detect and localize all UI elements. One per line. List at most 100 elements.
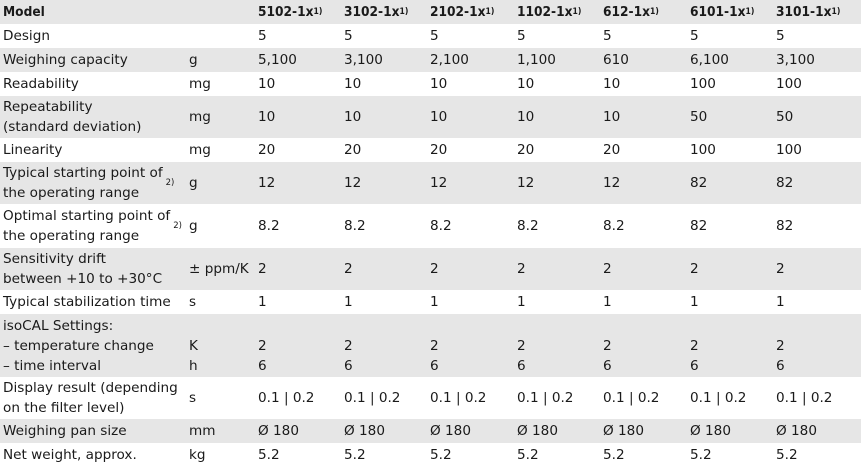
value-cell: 82 [776,218,794,234]
model-name: 5102-1x [258,4,314,20]
value-cell: 2 6 [603,337,612,374]
model-name: 3102-1x [344,4,400,20]
value-cell: 82 [776,175,794,191]
unit-cell: g [189,52,198,68]
value-cell: 5.2 [776,447,798,463]
row-label-text: Weighing capacity [3,52,128,68]
value-cell: 10 [344,76,362,92]
value-cell: 5.2 [690,447,712,463]
row-label-text: Weighing pan size [3,423,127,439]
table-row: Linearity mg 20 20 20 20 20 100 100 [0,138,861,162]
value-cell: 5 [603,28,612,44]
value-cell: 2 [344,261,353,277]
header-model: 3102-1x 1) [344,4,409,20]
value-cell: 20 [258,142,276,158]
value-cell: 2 6 [776,337,785,374]
value-cell: 12 [258,175,276,191]
value-cell: 12 [517,175,535,191]
row-label: Linearity [3,138,188,162]
header-label: Model [3,4,45,20]
unit-cell: ± ppm/K [189,261,249,277]
value-cell: 5 [517,28,526,44]
value-cell: 2 6 [690,337,699,374]
value-cell: 20 [344,142,362,158]
row-label-text: Sensitivity drift between +10 to +30°C [3,251,163,287]
header-model: 5102-1x 1) [258,4,323,20]
model-name: 1102-1x [517,4,573,20]
unit-cell: K h [189,337,198,374]
header-model: 3101-1x 1) [776,4,841,20]
value-cell: 8.2 [258,218,280,234]
value-cell: 10 [430,109,448,125]
value-cell: 100 [776,142,802,158]
value-cell: 10 [603,76,621,92]
unit-cell: g [189,175,198,191]
table-row: Weighing capacity g 5,100 3,100 2,100 1,100 61… [0,48,861,72]
value-cell: Ø 180 [776,423,817,439]
row-label-text: Linearity [3,142,63,158]
value-cell: 12 [430,175,448,191]
row-label-text: Display result (depending on the filter … [3,380,178,416]
header-model: 2102-1x 1) [430,4,495,20]
value-cell: 8.2 [603,218,625,234]
value-cell: 12 [344,175,362,191]
row-label: Weighing pan size [3,419,188,443]
unit-cell: mg [189,76,211,92]
value-cell: 10 [603,109,621,125]
value-cell: 1 [258,294,267,310]
table-row: Repeatability (standard deviation) mg 10 10… [0,96,861,138]
row-label-text: isoCAL Settings: – temperature change – … [3,317,154,374]
value-cell: 1 [690,294,699,310]
unit-cell: mm [189,423,216,439]
value-cell: 10 [517,76,535,92]
value-cell: 0.1 | 0.2 [430,390,487,406]
value-cell: 82 [690,218,708,234]
value-cell: 5.2 [603,447,625,463]
row-label: Net weight, approx. [3,443,188,467]
value-cell: 1 [517,294,526,310]
value-cell: 5 [430,28,439,44]
value-cell: 100 [690,142,716,158]
table-row: Weighing pan size mm Ø 180 Ø 180 Ø 180 Ø 180 Ø… [0,419,861,443]
row-label-text: Repeatability (standard deviation) [3,99,142,135]
value-cell: 5,100 [258,52,297,68]
value-cell: Ø 180 [603,423,644,439]
value-cell: 3,100 [776,52,815,68]
header-model: 1102-1x 1) [517,4,582,20]
value-cell: 1 [603,294,612,310]
value-cell: 10 [258,109,276,125]
value-cell: 5.2 [430,447,452,463]
value-cell: 1 [430,294,439,310]
value-cell: 6,100 [690,52,729,68]
value-cell: Ø 180 [430,423,471,439]
value-cell: 2 6 [430,337,439,374]
value-cell: 82 [690,175,708,191]
value-cell: 100 [776,76,802,92]
value-cell: 8.2 [430,218,452,234]
value-cell: 2 [603,261,612,277]
value-cell: 2,100 [430,52,469,68]
value-cell: 3,100 [344,52,383,68]
table-row: Design 5 5 5 5 5 5 5 [0,24,861,48]
table-row: Optimal starting point of the operating … [0,205,861,247]
table-header-row: Model 5102-1x 1) 3102-1x 1) 2102-1x 1) 1102… [0,0,861,24]
value-cell: 610 [603,52,629,68]
value-cell: 5.2 [258,447,280,463]
value-cell: 50 [690,109,708,125]
unit-cell: mg [189,142,211,158]
value-cell: 2 6 [517,337,526,374]
row-label: isoCAL Settings: – temperature change – … [3,314,188,377]
model-name: 6101-1x [690,4,746,20]
header-model: 6101-1x 1) [690,4,755,20]
row-label: Repeatability (standard deviation) [3,96,188,138]
unit-cell: g [189,218,198,234]
row-label: Readability [3,72,188,96]
value-cell: 2 [776,261,785,277]
value-cell: 0.1 | 0.2 [603,390,660,406]
row-label: Weighing capacity [3,48,188,72]
table-row: Readability mg 10 10 10 10 10 100 100 [0,72,861,96]
value-cell: 0.1 | 0.2 [690,390,747,406]
value-cell: 2 [258,261,267,277]
value-cell: 5.2 [517,447,539,463]
unit-cell [189,24,259,48]
